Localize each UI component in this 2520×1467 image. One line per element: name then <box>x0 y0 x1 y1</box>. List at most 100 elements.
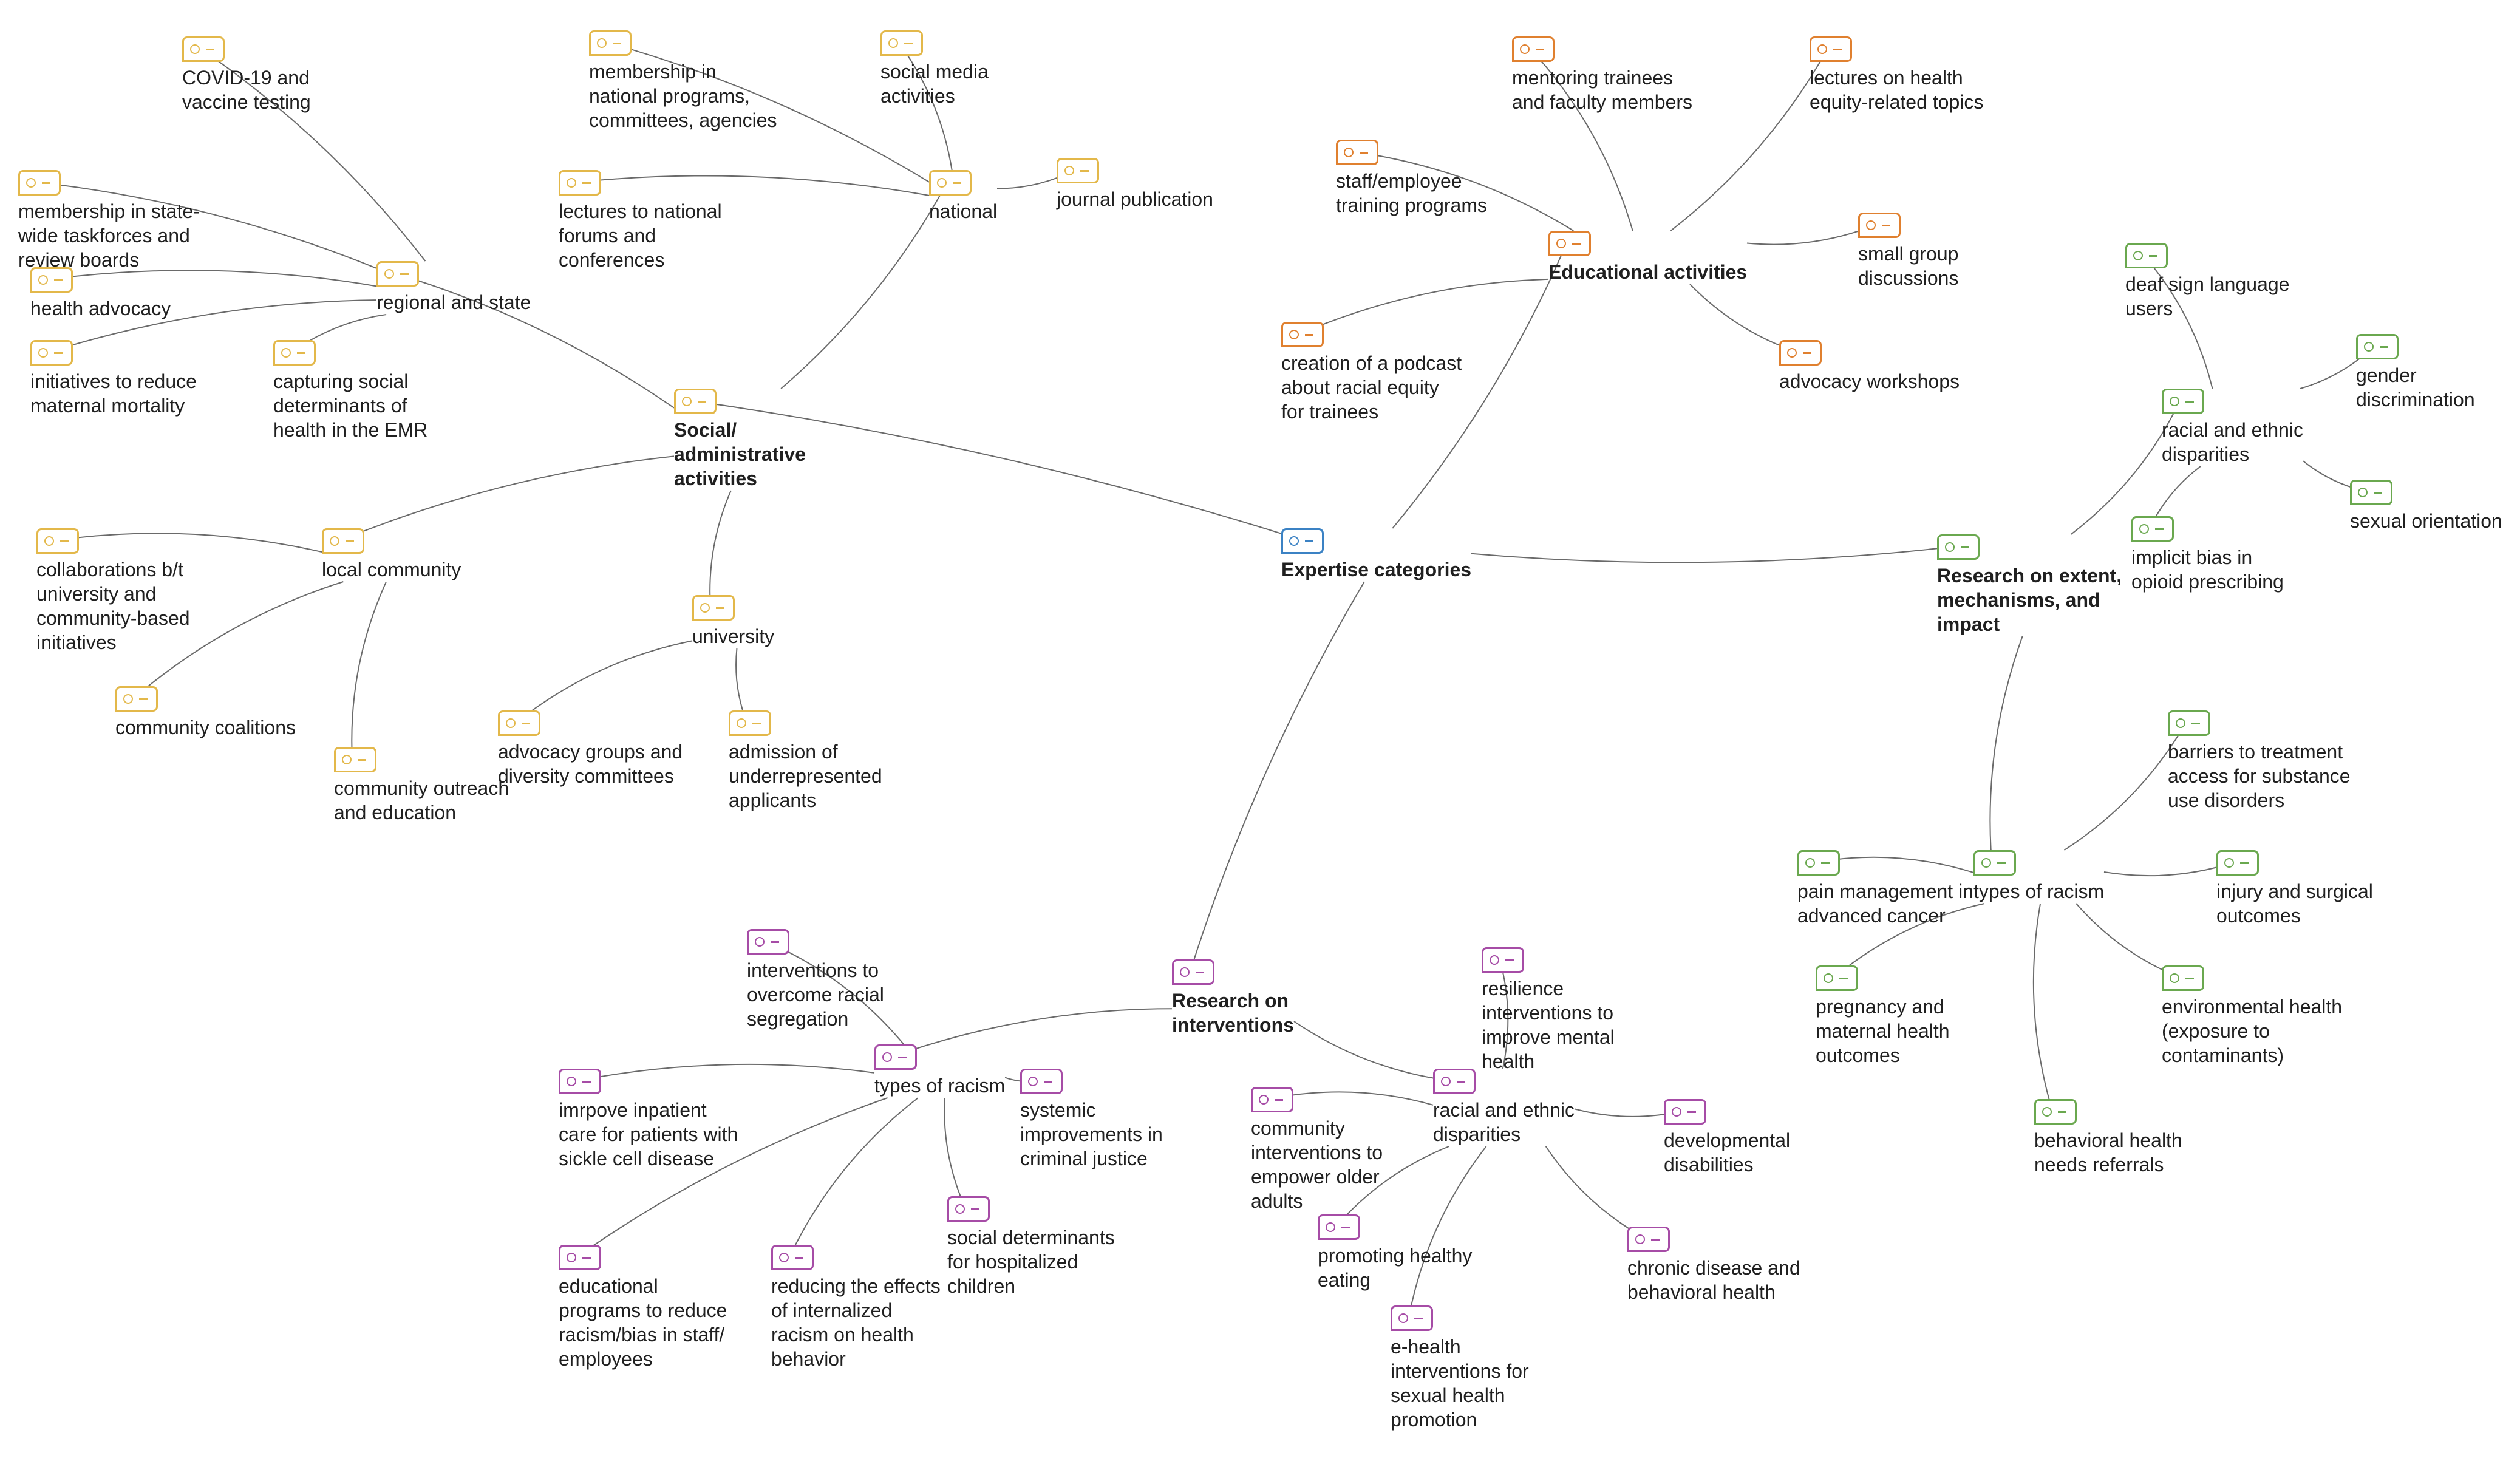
node-soc_reg_covid: COVID-19 and vaccine testing <box>182 36 311 114</box>
node-label: types of racism <box>1973 879 2104 904</box>
node-res_ext_disp_deaf: deaf sign language users <box>2125 243 2289 321</box>
tag-dot-icon <box>682 397 692 406</box>
node-soc_reg_init: initiatives to reduce maternal mortality <box>30 340 197 418</box>
tag-bar-icon <box>582 1257 591 1259</box>
tag-dot-icon <box>342 755 352 764</box>
node-label: racial and ethnic disparities <box>1433 1098 1575 1146</box>
node-label: lectures on health equity-related topics <box>1810 66 1983 114</box>
tag-bar-icon <box>1536 49 1544 50</box>
tag-bar-icon <box>60 540 69 542</box>
tag-dot-icon <box>888 38 898 48</box>
tag-dot-icon <box>2176 718 2185 728</box>
node-soc_reg_health: health advocacy <box>30 267 171 321</box>
edge-soc_local-soc_local_out <box>352 582 386 759</box>
tag-dot-icon <box>38 275 48 285</box>
tag-bar-icon <box>698 401 706 403</box>
tag-dot-icon <box>737 718 746 728</box>
node-res_ext_types_beh: behavioral health needs referrals <box>2034 1099 2182 1177</box>
node-tag-icon <box>498 710 540 736</box>
tag-dot-icon <box>597 38 607 48</box>
node-tag-icon <box>2125 243 2168 268</box>
tag-bar-icon <box>752 723 761 724</box>
node-label: deaf sign language users <box>2125 272 2289 321</box>
tag-dot-icon <box>330 536 339 546</box>
tag-dot-icon <box>1180 967 1190 977</box>
node-tag-icon <box>334 747 376 772</box>
node-label: regional and state <box>376 290 531 315</box>
tag-bar-icon <box>297 352 305 354</box>
node-tag-icon <box>2162 965 2204 991</box>
tag-dot-icon <box>2133 251 2143 260</box>
tag-bar-icon <box>54 352 63 354</box>
tag-bar-icon <box>1572 243 1581 245</box>
node-res_int_types_edu: educational programs to reduce racism/bi… <box>559 1245 727 1371</box>
node-tag-icon <box>1797 850 1840 876</box>
node-label: pregnancy and maternal health outcomes <box>1816 995 1950 1067</box>
node-edu_lectures: lectures on health equity-related topics <box>1810 36 1983 114</box>
node-res_ext_types_env: environmental health (exposure to contam… <box>2162 965 2342 1067</box>
edge-root-res_ext <box>1471 546 1955 562</box>
node-res_ext_types_preg: pregnancy and maternal health outcomes <box>1816 965 1950 1067</box>
node-label: promoting healthy eating <box>1318 1244 1472 1292</box>
node-tag-icon <box>30 267 73 293</box>
node-res_int_disp_ehealth: e-health interventions for sexual health… <box>1391 1305 1529 1432</box>
node-tag-icon <box>1937 534 1980 560</box>
node-label: types of racism <box>874 1074 1005 1098</box>
node-soc_local_coal: community coalitions <box>115 686 296 740</box>
tag-bar-icon <box>771 941 779 943</box>
node-tag-icon <box>1020 1069 1063 1094</box>
node-tag-icon <box>2131 516 2174 542</box>
node-tag-icon <box>273 340 316 366</box>
tag-dot-icon <box>123 694 133 704</box>
tag-bar-icon <box>1305 540 1313 542</box>
node-tag-icon <box>747 929 789 955</box>
tag-bar-icon <box>1080 170 1089 172</box>
tag-bar-icon <box>716 607 724 609</box>
tag-dot-icon <box>1556 239 1566 248</box>
tag-bar-icon <box>346 540 354 542</box>
edge-res_int_types-res_int_types_int <box>789 1098 918 1257</box>
tag-dot-icon <box>1028 1077 1038 1086</box>
node-label: Research on interventions <box>1172 989 1294 1037</box>
tag-dot-icon <box>2358 488 2368 497</box>
node-label: community outreach and education <box>334 776 509 825</box>
node-label: Research on extent, mechanisms, and impa… <box>1937 563 2122 636</box>
node-res_ext: Research on extent, mechanisms, and impa… <box>1937 534 2122 636</box>
node-edu: Educational activities <box>1548 231 1747 284</box>
node-label: lectures to national forums and conferen… <box>559 199 722 272</box>
tag-dot-icon <box>2170 397 2179 406</box>
tag-bar-icon <box>2240 862 2249 864</box>
node-res_ext_types_pain: pain management in advanced cancer <box>1797 850 1973 928</box>
node-tag-icon <box>947 1196 990 1222</box>
node-tag-icon <box>589 30 632 56</box>
tag-dot-icon <box>779 1253 789 1262</box>
node-tag-icon <box>929 170 972 196</box>
tag-dot-icon <box>1520 44 1530 54</box>
node-res_int_types_sickle: imrpove inpatient care for patients with… <box>559 1069 738 1171</box>
node-tag-icon <box>1281 528 1324 554</box>
node-tag-icon <box>36 528 79 554</box>
tag-dot-icon <box>1672 1107 1681 1117</box>
node-tag-icon <box>1816 965 1858 991</box>
node-tag-icon <box>1858 213 1901 238</box>
node-res_ext_types: types of racism <box>1973 850 2104 904</box>
node-soc_local_collab: collaborations b/t university and commun… <box>36 528 190 655</box>
node-root: Expertise categories <box>1281 528 1471 582</box>
tag-dot-icon <box>1289 330 1299 339</box>
tag-bar-icon <box>2185 401 2194 403</box>
node-tag-icon <box>880 30 923 56</box>
node-res_ext_disp: racial and ethnic disparities <box>2162 389 2303 466</box>
node-res_ext_disp_sexual: sexual orientation <box>2350 480 2502 533</box>
node-label: creation of a podcast about racial equit… <box>1281 351 1462 424</box>
tag-bar-icon <box>1882 225 1890 226</box>
tag-bar-icon <box>1997 862 2006 864</box>
edge-edu-edu_lectures <box>1670 49 1828 231</box>
node-tag-icon <box>559 1069 601 1094</box>
node-label: injury and surgical outcomes <box>2216 879 2373 928</box>
node-res_int: Research on interventions <box>1172 959 1294 1037</box>
node-tag-icon <box>1057 158 1099 183</box>
tag-dot-icon <box>1398 1313 1408 1323</box>
node-label: membership in state- wide taskforces and… <box>18 199 200 272</box>
node-tag-icon <box>18 170 61 196</box>
node-res_int_types_int: reducing the effects of internalized rac… <box>771 1245 941 1371</box>
